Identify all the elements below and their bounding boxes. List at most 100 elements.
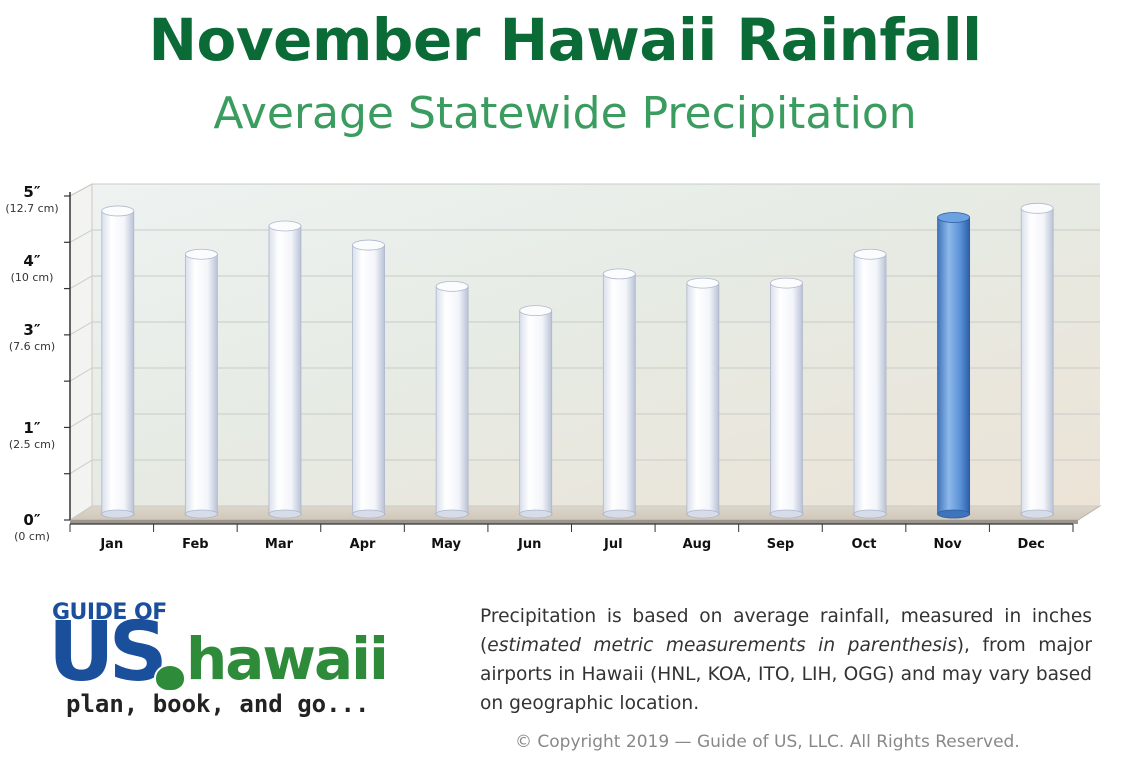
chart-background [68,183,1102,524]
bar-base [770,509,803,519]
x-tick-label: Jan [99,537,123,552]
bar-body [268,225,302,515]
y-tick-label: 3″ [23,321,40,339]
y-tick-label: 0″ [23,511,40,529]
x-tick-label: Jul [603,537,623,552]
bar-body [1020,207,1054,515]
bar-top [184,248,218,260]
x-tick-label: Dec [1018,537,1045,552]
x-tick-label: Sep [767,537,795,552]
y-tick-sublabel: (2.5 cm) [9,438,55,451]
logo-hawaii-text: hawaii [186,625,389,693]
y-tick-sublabel: (10 cm) [11,271,54,284]
chart-back-wall [92,184,1100,506]
y-tick-label: 5″ [23,183,40,201]
bar-oct [853,248,888,519]
bar-body [853,253,887,515]
gridline-side [69,413,93,428]
y-tick-sublabel: (7.6 cm) [9,340,55,353]
x-tick-label: Apr [350,537,376,552]
rainfall-bar-chart: 0″(0 cm) 1″(2.5 cm) 3″(7.6 cm) 4″(10 cm) 5″(… [5,183,1102,552]
precipitation-description: Precipitation is based on average rainfa… [480,602,1092,718]
bar-body [184,253,218,515]
bar-top [101,205,135,217]
bar-base [352,509,385,519]
chart-floor-edge [70,520,1078,524]
chart-title: November Hawaii Rainfall [148,6,982,74]
description-text-1: Precipitation is based on average rainfa… [480,606,1092,656]
bar-top [602,268,636,280]
logo-us-text: US [48,605,168,700]
y-axis: 0″(0 cm) 1″(2.5 cm) 3″(7.6 cm) 4″(10 cm) 5″(… [5,183,71,543]
x-tick-label: Nov [933,537,962,552]
x-tick-label: May [431,537,461,552]
gridline-side [69,505,93,521]
chart-side-wall [69,183,93,521]
gridline-side [69,459,93,475]
bar-aug [685,277,720,519]
gridline-side [69,321,93,336]
chart-bars [100,202,1055,519]
bar-top [686,277,720,289]
x-tick-label: Aug [683,537,712,552]
bar-body [602,273,636,515]
bar-base [519,509,553,519]
y-tick-label: 1″ [23,419,40,437]
bar-sep [769,277,804,519]
bar-base [101,509,135,519]
description-text-2: ), from major airports in Hawaii (HNL, K… [480,635,1092,714]
bar-top [352,239,385,251]
gridline-side [69,229,93,243]
bar-body [101,210,135,515]
bar-dec [1020,202,1055,519]
bar-base [184,509,218,519]
y-tick-label: 4″ [23,252,40,270]
bar-base [268,509,302,519]
x-tick-label: Mar [265,537,294,552]
copyright-notice: © Copyright 2019 — Guide of US, LLC. All… [515,732,1020,752]
bar-body [770,282,803,515]
bar-body [519,310,553,515]
bar-top [853,248,887,260]
bar-base [686,509,720,519]
bar-nov [936,212,971,519]
chart-subtitle: Average Statewide Precipitation [213,88,917,139]
bar-apr [351,239,386,519]
bar-jul [602,268,637,519]
bar-may [435,280,470,519]
y-tick-sublabel: (12.7 cm) [5,202,58,215]
y-tick-sublabel: (0 cm) [14,530,50,543]
logo-emblem-icon [154,664,186,692]
description-italic: estimated metric measurements in parenth… [487,635,957,656]
x-tick-label: Feb [182,537,208,552]
x-tick-label: Jun [517,537,541,552]
bar-top [770,277,803,289]
bar-body [352,244,385,515]
gridline-side [69,367,93,382]
bar-body [937,217,971,515]
x-tick-label: Oct [852,537,877,552]
bar-body [686,282,720,515]
bar-mar [267,220,302,519]
bar-base [1020,509,1054,519]
bar-top [435,280,469,292]
bar-base [937,509,971,519]
chart-gridlines [69,183,1100,521]
logo-tagline: plan, book, and go... [66,690,370,718]
bar-top [268,220,302,232]
x-axis: Jan Feb Mar Apr May Jun Jul Aug Sep Oct Nov Dec [69,523,1074,552]
bar-base [435,509,469,519]
bar-base [853,509,887,519]
bar-top [937,212,971,223]
bar-jan [100,205,135,519]
logo-top-text: GUIDE OF [52,600,167,625]
guide-of-us-hawaii-logo: GUIDE OF US hawaii plan, book, and go... [48,600,418,725]
gridline-side [69,183,93,197]
bar-top [519,305,553,317]
bar-base [602,509,636,519]
gridline-side [69,275,93,290]
bar-top [1020,202,1054,214]
bar-body [435,285,469,515]
bar-jun [518,305,553,519]
bar-feb [184,248,219,519]
